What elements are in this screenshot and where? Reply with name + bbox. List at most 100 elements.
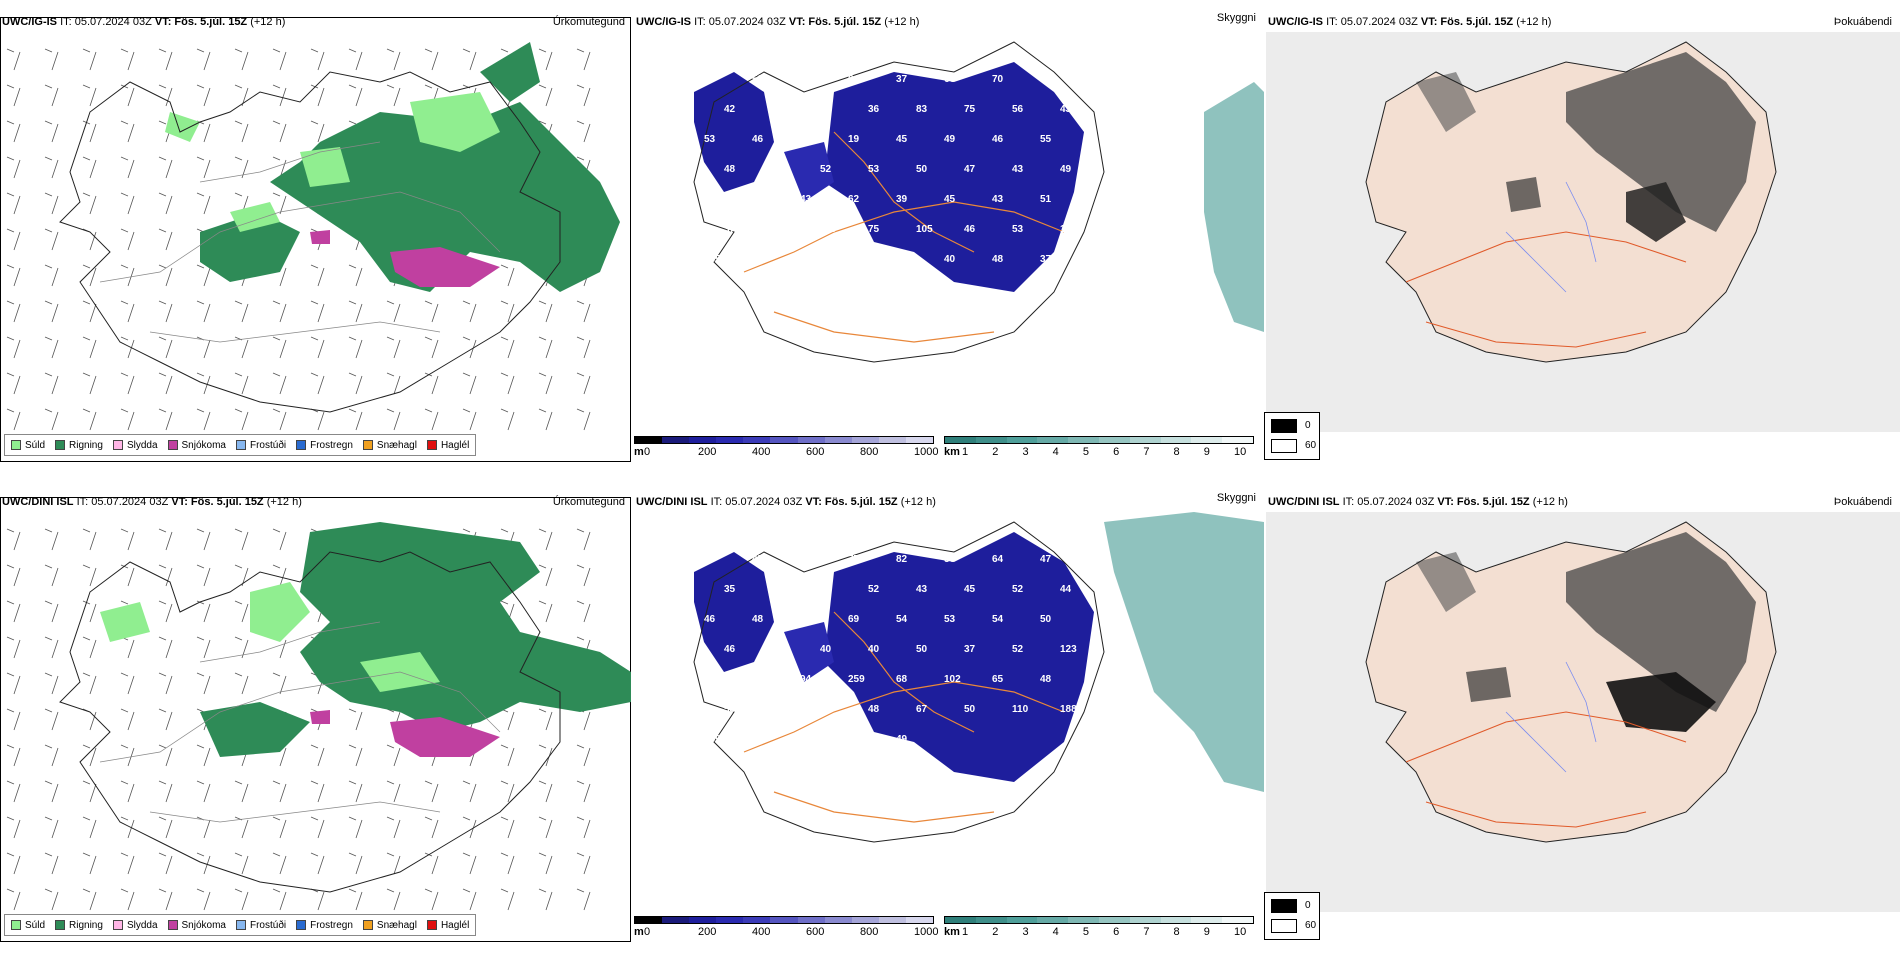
model-name: UWC/IG-IS — [636, 16, 691, 28]
wind-barb — [500, 852, 515, 875]
cloud-base-value: 43 — [992, 194, 1004, 205]
colorbar-tick: 2 — [992, 926, 999, 938]
wind-barb — [500, 300, 515, 323]
wind-barb — [234, 672, 249, 695]
wind-barb — [120, 780, 135, 803]
rain-area — [200, 702, 310, 757]
wind-barb — [500, 408, 515, 431]
roads — [743, 611, 1065, 823]
colorbar-segment — [743, 917, 771, 923]
wind-barb — [44, 48, 59, 71]
wind-barb — [234, 84, 249, 107]
legend-swatch — [11, 920, 21, 930]
cloud-base-value: 70 — [992, 74, 1004, 85]
cloud-base-value: 65 — [772, 224, 784, 235]
legend-label: Haglél — [440, 919, 470, 931]
fog-area — [1416, 72, 1476, 132]
snow-area — [390, 247, 500, 287]
wind-barb — [272, 372, 287, 395]
legend-label: Súld — [25, 919, 46, 931]
colorbar-tick: 4 — [1052, 926, 1059, 938]
colorbar-segment — [1160, 437, 1192, 443]
wind-barb — [6, 264, 21, 287]
panel-header: UWC/DINI ISL IT: 05.07.2024 03Z VT: Fös.… — [636, 492, 1260, 516]
wind-barb — [196, 408, 211, 431]
wind-barb — [348, 264, 363, 287]
wind-barb — [538, 708, 553, 731]
panel-header: UWC/DINI ISL IT: 05.07.2024 03Z VT: Fös.… — [2, 496, 629, 516]
wind-barb — [82, 192, 97, 215]
legend-swatch — [55, 920, 66, 930]
wind-barb — [196, 636, 211, 659]
wind-barb — [6, 336, 21, 359]
legend-label: Snjókoma — [181, 919, 226, 931]
wind-barb — [120, 84, 135, 107]
cloud-base-value: 77 — [848, 554, 860, 565]
wind-barb — [196, 156, 211, 179]
colorbar-tick: 9 — [1203, 926, 1210, 938]
cloud-base-value: 110 — [820, 224, 837, 235]
cloud-base-value: 188 — [1060, 704, 1077, 715]
wind-barb — [538, 564, 553, 587]
wind-barb — [272, 408, 287, 431]
legend-item: Snjókoma — [167, 440, 226, 451]
wind-barb — [424, 48, 439, 71]
cloud-base-value: 102 — [944, 674, 961, 685]
legend-swatch — [235, 920, 246, 930]
wind-barb — [234, 300, 249, 323]
colorbar-unit: m — [634, 446, 644, 458]
wind-barb — [158, 84, 173, 107]
wind-barb — [424, 888, 439, 911]
wind-barb — [424, 336, 439, 359]
wind-barb — [576, 300, 591, 323]
model-name: UWC/DINI ISL — [636, 496, 708, 508]
wind-barb — [348, 48, 363, 71]
legend-item: Frostúði — [235, 440, 286, 451]
cloud-base-value: 56 — [800, 734, 812, 745]
wind-barb — [120, 408, 135, 431]
wind-barb — [196, 744, 211, 767]
cloud-base-value: 43 — [1060, 104, 1072, 115]
wind-barb — [310, 780, 325, 803]
wind-barb — [44, 564, 59, 587]
wind-barb — [82, 48, 97, 71]
wind-barb — [44, 600, 59, 623]
roads — [1405, 711, 1687, 828]
wind-barb — [576, 84, 591, 107]
fog-map — [1266, 32, 1900, 432]
cloud-base-value: 44 — [1060, 584, 1072, 595]
cloud-base-value: 36 — [868, 104, 880, 115]
colorbar-segment — [1191, 917, 1223, 923]
wind-barb — [576, 744, 591, 767]
legend-swatch — [296, 440, 307, 450]
wind-barb — [158, 780, 173, 803]
wind-barb — [196, 888, 211, 911]
cloud-base-value: 190 — [848, 254, 865, 265]
cloud-base-value: 75 — [964, 104, 976, 115]
cloud-base-value: 52 — [1012, 584, 1024, 595]
wind-barb — [120, 852, 135, 875]
cloud-base-value: 62 — [848, 194, 860, 205]
cloud-base-value: 48 — [724, 164, 736, 175]
cloud-base-value: 54 — [772, 164, 784, 175]
wind-barb — [158, 228, 173, 251]
cloud-base-value: 56 — [1012, 104, 1024, 115]
wind-barb — [196, 84, 211, 107]
cloud-base-value: 50 — [916, 164, 928, 175]
wind-barb — [234, 408, 249, 431]
fog-legend-label-0: 0 — [1305, 900, 1311, 911]
wind-barb — [44, 672, 59, 695]
wind-barb — [272, 84, 287, 107]
wind-barb — [348, 408, 363, 431]
wind-barb — [500, 816, 515, 839]
cloud-base-value: 85 — [752, 194, 764, 205]
wind-barb — [6, 744, 21, 767]
cloud-base-value: 45 — [896, 134, 908, 145]
wind-barb — [196, 48, 211, 71]
cloud-base-value: 60 — [704, 74, 716, 85]
cloud-base-value: 46 — [752, 254, 764, 265]
map-frame — [0, 497, 631, 942]
cloud-base-value: 94 — [800, 674, 812, 685]
colorbar-tick: 7 — [1143, 926, 1150, 938]
lead-time: (+12 h) — [900, 496, 936, 508]
